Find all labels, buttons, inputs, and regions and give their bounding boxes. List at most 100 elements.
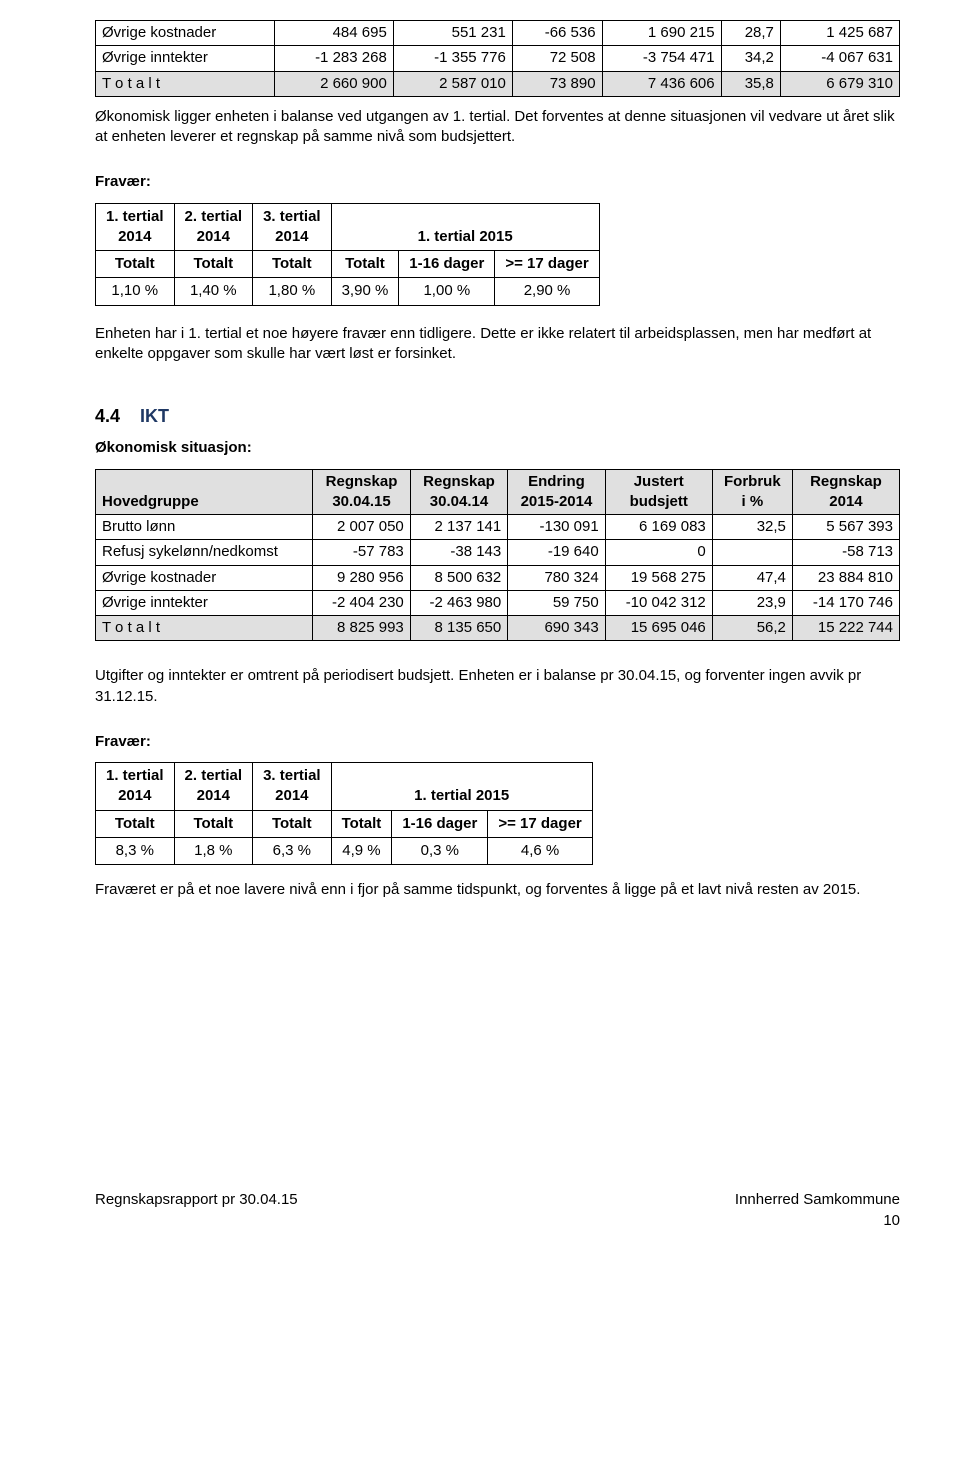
cell: Totalt (96, 810, 175, 837)
cell (712, 540, 792, 565)
table-row: Øvrige inntekter -1 283 268 -1 355 776 7… (96, 46, 900, 71)
fravar-heading: Fravær: (95, 732, 900, 752)
header-row: 1. tertial2014 2. tertial2014 3. tertial… (96, 763, 593, 811)
section-name: IKT (140, 406, 169, 426)
cell-label: Øvrige kostnader (96, 21, 275, 46)
col-header: 1. tertial 2015 (331, 203, 599, 251)
header-row: Hovedgruppe Regnskap30.04.15 Regnskap30.… (96, 469, 900, 515)
value-row: 1,10 % 1,40 % 1,80 % 3,90 % 1,00 % 2,90 … (96, 278, 600, 305)
cell: 2 660 900 (274, 71, 393, 96)
cell: 0,3 % (392, 837, 488, 864)
cell: Totalt (174, 810, 253, 837)
paragraph: Utgifter og inntekter er omtrent på peri… (95, 666, 900, 707)
subheader-row: Totalt Totalt Totalt Totalt 1-16 dager >… (96, 251, 600, 278)
cell: 6,3 % (253, 837, 332, 864)
cell-label: T o t a l t (96, 616, 313, 641)
footer-right: Innherred Samkommune 10 (735, 1190, 900, 1231)
cell-label: Refusj sykelønn/nedkomst (96, 540, 313, 565)
cell: -57 783 (313, 540, 410, 565)
cell: 780 324 (508, 565, 605, 590)
cell: 6 169 083 (605, 515, 712, 540)
col-header: Regnskap30.04.15 (313, 469, 410, 515)
cell-label: Øvrige inntekter (96, 590, 313, 615)
cell: -58 713 (792, 540, 899, 565)
cell: 19 568 275 (605, 565, 712, 590)
cell: 1,8 % (174, 837, 253, 864)
cell: 1,80 % (253, 278, 332, 305)
cell: 15 695 046 (605, 616, 712, 641)
col-header: 1. tertial 2015 (331, 763, 592, 811)
cell: 3,90 % (331, 278, 399, 305)
cell: 32,5 (712, 515, 792, 540)
paragraph: Enheten har i 1. tertial et noe høyere f… (95, 324, 900, 365)
cell: -4 067 631 (780, 46, 899, 71)
cell: 1 690 215 (602, 21, 721, 46)
table-row: Øvrige kostnader 484 695 551 231 -66 536… (96, 21, 900, 46)
cell: 8 825 993 (313, 616, 410, 641)
cell: >= 17 dager (495, 251, 599, 278)
cell-label: Øvrige inntekter (96, 46, 275, 71)
cell: 2 587 010 (393, 71, 512, 96)
cell: -2 463 980 (410, 590, 507, 615)
cell: 7 436 606 (602, 71, 721, 96)
col-header: 3. tertial2014 (253, 763, 332, 811)
col-header: Regnskap2014 (792, 469, 899, 515)
cell: 8 500 632 (410, 565, 507, 590)
cell: 1,00 % (399, 278, 495, 305)
cell: Totalt (331, 810, 392, 837)
cell: 1,40 % (174, 278, 253, 305)
cell: 23,9 (712, 590, 792, 615)
cell: 1,10 % (96, 278, 175, 305)
cell: 23 884 810 (792, 565, 899, 590)
fravar-table-1: 1. tertial2014 2. tertial2014 3. tertial… (95, 203, 600, 306)
cost-table-partial: Øvrige kostnader 484 695 551 231 -66 536… (95, 20, 900, 97)
cell: -3 754 471 (602, 46, 721, 71)
col-header: Hovedgruppe (96, 469, 313, 515)
cell-label: Brutto lønn (96, 515, 313, 540)
cell: -19 640 (508, 540, 605, 565)
cell: -14 170 746 (792, 590, 899, 615)
col-header: Forbruki % (712, 469, 792, 515)
footer-left: Regnskapsrapport pr 30.04.15 (95, 1190, 298, 1231)
cell: Totalt (331, 251, 399, 278)
cell-label: T o t a l t (96, 71, 275, 96)
section-heading: 4.4 IKT (95, 404, 900, 428)
cell: 35,8 (721, 71, 780, 96)
cell: -1 355 776 (393, 46, 512, 71)
cell: -1 283 268 (274, 46, 393, 71)
cell: -130 091 (508, 515, 605, 540)
header-row: 1. tertial2014 2. tertial2014 3. tertial… (96, 203, 600, 251)
cell: 28,7 (721, 21, 780, 46)
cell: -10 042 312 (605, 590, 712, 615)
cell: -2 404 230 (313, 590, 410, 615)
cell: 47,4 (712, 565, 792, 590)
col-header: Regnskap30.04.14 (410, 469, 507, 515)
cell: 73 890 (512, 71, 602, 96)
col-header: 3. tertial2014 (253, 203, 332, 251)
cell: 1-16 dager (392, 810, 488, 837)
col-header: 1. tertial2014 (96, 203, 175, 251)
cell: 2 137 141 (410, 515, 507, 540)
table-row: Brutto lønn 2 007 050 2 137 141 -130 091… (96, 515, 900, 540)
paragraph: Fraværet er på et noe lavere nivå enn i … (95, 880, 900, 900)
cell: 34,2 (721, 46, 780, 71)
cell: Totalt (253, 251, 332, 278)
cell: Totalt (174, 251, 253, 278)
subheader-row: Totalt Totalt Totalt Totalt 1-16 dager >… (96, 810, 593, 837)
col-header: 2. tertial2014 (174, 203, 253, 251)
cell: 5 567 393 (792, 515, 899, 540)
table-total-row: T o t a l t 2 660 900 2 587 010 73 890 7… (96, 71, 900, 96)
cell: 4,9 % (331, 837, 392, 864)
fravar-heading: Fravær: (95, 172, 900, 192)
cell: Totalt (96, 251, 175, 278)
cell: 72 508 (512, 46, 602, 71)
table-row: Øvrige kostnader 9 280 956 8 500 632 780… (96, 565, 900, 590)
cell: -66 536 (512, 21, 602, 46)
cell: 8 135 650 (410, 616, 507, 641)
table-row: Øvrige inntekter -2 404 230 -2 463 980 5… (96, 590, 900, 615)
econ-heading: Økonomisk situasjon: (95, 438, 900, 458)
cell: 551 231 (393, 21, 512, 46)
econ-table: Hovedgruppe Regnskap30.04.15 Regnskap30.… (95, 469, 900, 642)
cell: >= 17 dager (488, 810, 592, 837)
cell: 690 343 (508, 616, 605, 641)
